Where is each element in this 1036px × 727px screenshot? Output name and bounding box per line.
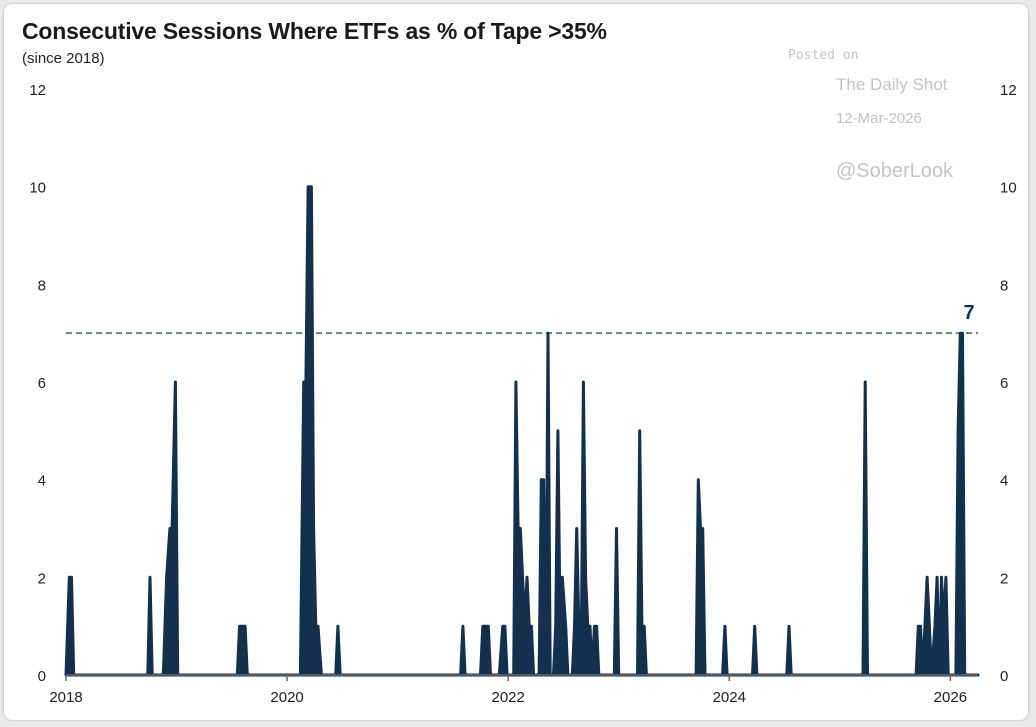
watermark-posted: Posted on — [788, 48, 859, 63]
x-tick-label: 2022 — [491, 689, 524, 706]
x-tick-label: 2018 — [49, 689, 82, 706]
x-tick-label: 2020 — [270, 689, 303, 706]
watermark-date: 12-Mar-2026 — [836, 110, 922, 127]
y-tick-label-left: 0 — [38, 668, 46, 685]
y-tick-label-left: 12 — [29, 82, 46, 99]
y-tick-label-left: 6 — [38, 375, 46, 392]
y-tick-label-right: 4 — [1000, 473, 1008, 490]
chart-subtitle: (since 2018) — [22, 50, 105, 67]
watermark-source: The Daily Shot — [836, 75, 948, 94]
watermark-handle: @SoberLook — [836, 160, 954, 182]
y-tick-label-right: 0 — [1000, 668, 1008, 685]
y-tick-label-left: 2 — [38, 570, 46, 587]
x-tick-label: 2026 — [934, 689, 967, 706]
y-tick-label-left: 4 — [38, 473, 46, 490]
y-tick-label-right: 8 — [1000, 277, 1008, 294]
y-tick-label-left: 10 — [29, 180, 46, 197]
chart-title: Consecutive Sessions Where ETFs as % of … — [22, 18, 607, 44]
y-tick-label-right: 6 — [1000, 375, 1008, 392]
y-tick-label-left: 8 — [38, 277, 46, 294]
last-value-label: 7 — [963, 302, 974, 324]
x-tick-label: 2024 — [713, 689, 746, 706]
y-tick-label-right: 12 — [1000, 82, 1017, 99]
y-tick-label-right: 10 — [1000, 180, 1017, 197]
series-area — [64, 185, 980, 677]
y-tick-label-right: 2 — [1000, 570, 1008, 587]
